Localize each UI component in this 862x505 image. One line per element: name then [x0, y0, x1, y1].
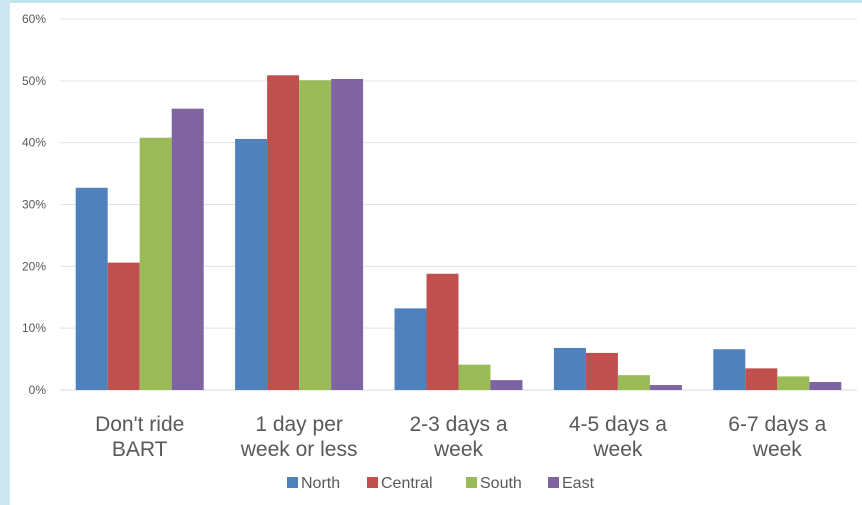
- bar-south-0: [139, 137, 172, 390]
- x-tick-label: 2-3 days a: [409, 413, 507, 436]
- y-tick-label: 50%: [22, 74, 46, 88]
- legend-label-east: East: [562, 475, 595, 492]
- legend-swatch-north: [287, 477, 298, 488]
- legend-label-central: Central: [381, 475, 433, 492]
- bar-central-2: [426, 273, 459, 390]
- bar-east-1: [331, 78, 364, 390]
- bar-north-0: [75, 187, 108, 390]
- bar-south-4: [777, 376, 810, 390]
- legend: North Central South East: [287, 475, 595, 492]
- x-tick-label: 6-7 days a: [728, 413, 826, 436]
- slide-edge-top: [0, 0, 862, 3]
- slide-edge-left: [0, 0, 10, 505]
- bar-east-2: [490, 380, 523, 390]
- bar-north-3: [553, 347, 586, 390]
- y-tick-label: 60%: [22, 12, 46, 26]
- y-tick-label: 30%: [22, 198, 46, 212]
- legend-swatch-east: [548, 477, 559, 488]
- x-tick-label: week: [752, 438, 803, 461]
- bar-north-1: [235, 138, 268, 390]
- bar-central-0: [107, 262, 140, 390]
- bar-east-3: [649, 385, 682, 390]
- y-tick-label: 40%: [22, 136, 46, 150]
- bar-central-4: [745, 368, 778, 390]
- y-axis-labels: 0% 10% 20% 30% 40% 50% 60%: [22, 12, 46, 397]
- x-tick-label: week or less: [240, 438, 358, 461]
- x-tick-label: Don't ride: [95, 413, 184, 436]
- legend-swatch-south: [466, 477, 477, 488]
- x-tick-label: 1 day per: [255, 413, 343, 436]
- bar-east-4: [809, 381, 842, 390]
- bar-south-2: [458, 364, 491, 390]
- bar-north-2: [394, 308, 427, 390]
- legend-label-south: South: [480, 475, 522, 492]
- x-tick-label: 4-5 days a: [569, 413, 667, 436]
- y-tick-label: 10%: [22, 321, 46, 335]
- legend-swatch-central: [367, 477, 378, 488]
- bar-south-1: [299, 80, 332, 390]
- bar-east-0: [171, 108, 204, 391]
- bar-central-1: [267, 75, 300, 390]
- y-tick-label: 0%: [29, 383, 47, 397]
- x-tick-label: BART: [112, 438, 168, 461]
- bar-central-3: [585, 352, 618, 390]
- y-tick-label: 20%: [22, 259, 46, 273]
- x-tick-label: week: [433, 438, 484, 461]
- x-tick-label: week: [592, 438, 643, 461]
- bar-north-4: [713, 349, 746, 390]
- bar-south-3: [617, 375, 650, 390]
- bars: [75, 75, 842, 391]
- legend-label-north: North: [301, 475, 340, 492]
